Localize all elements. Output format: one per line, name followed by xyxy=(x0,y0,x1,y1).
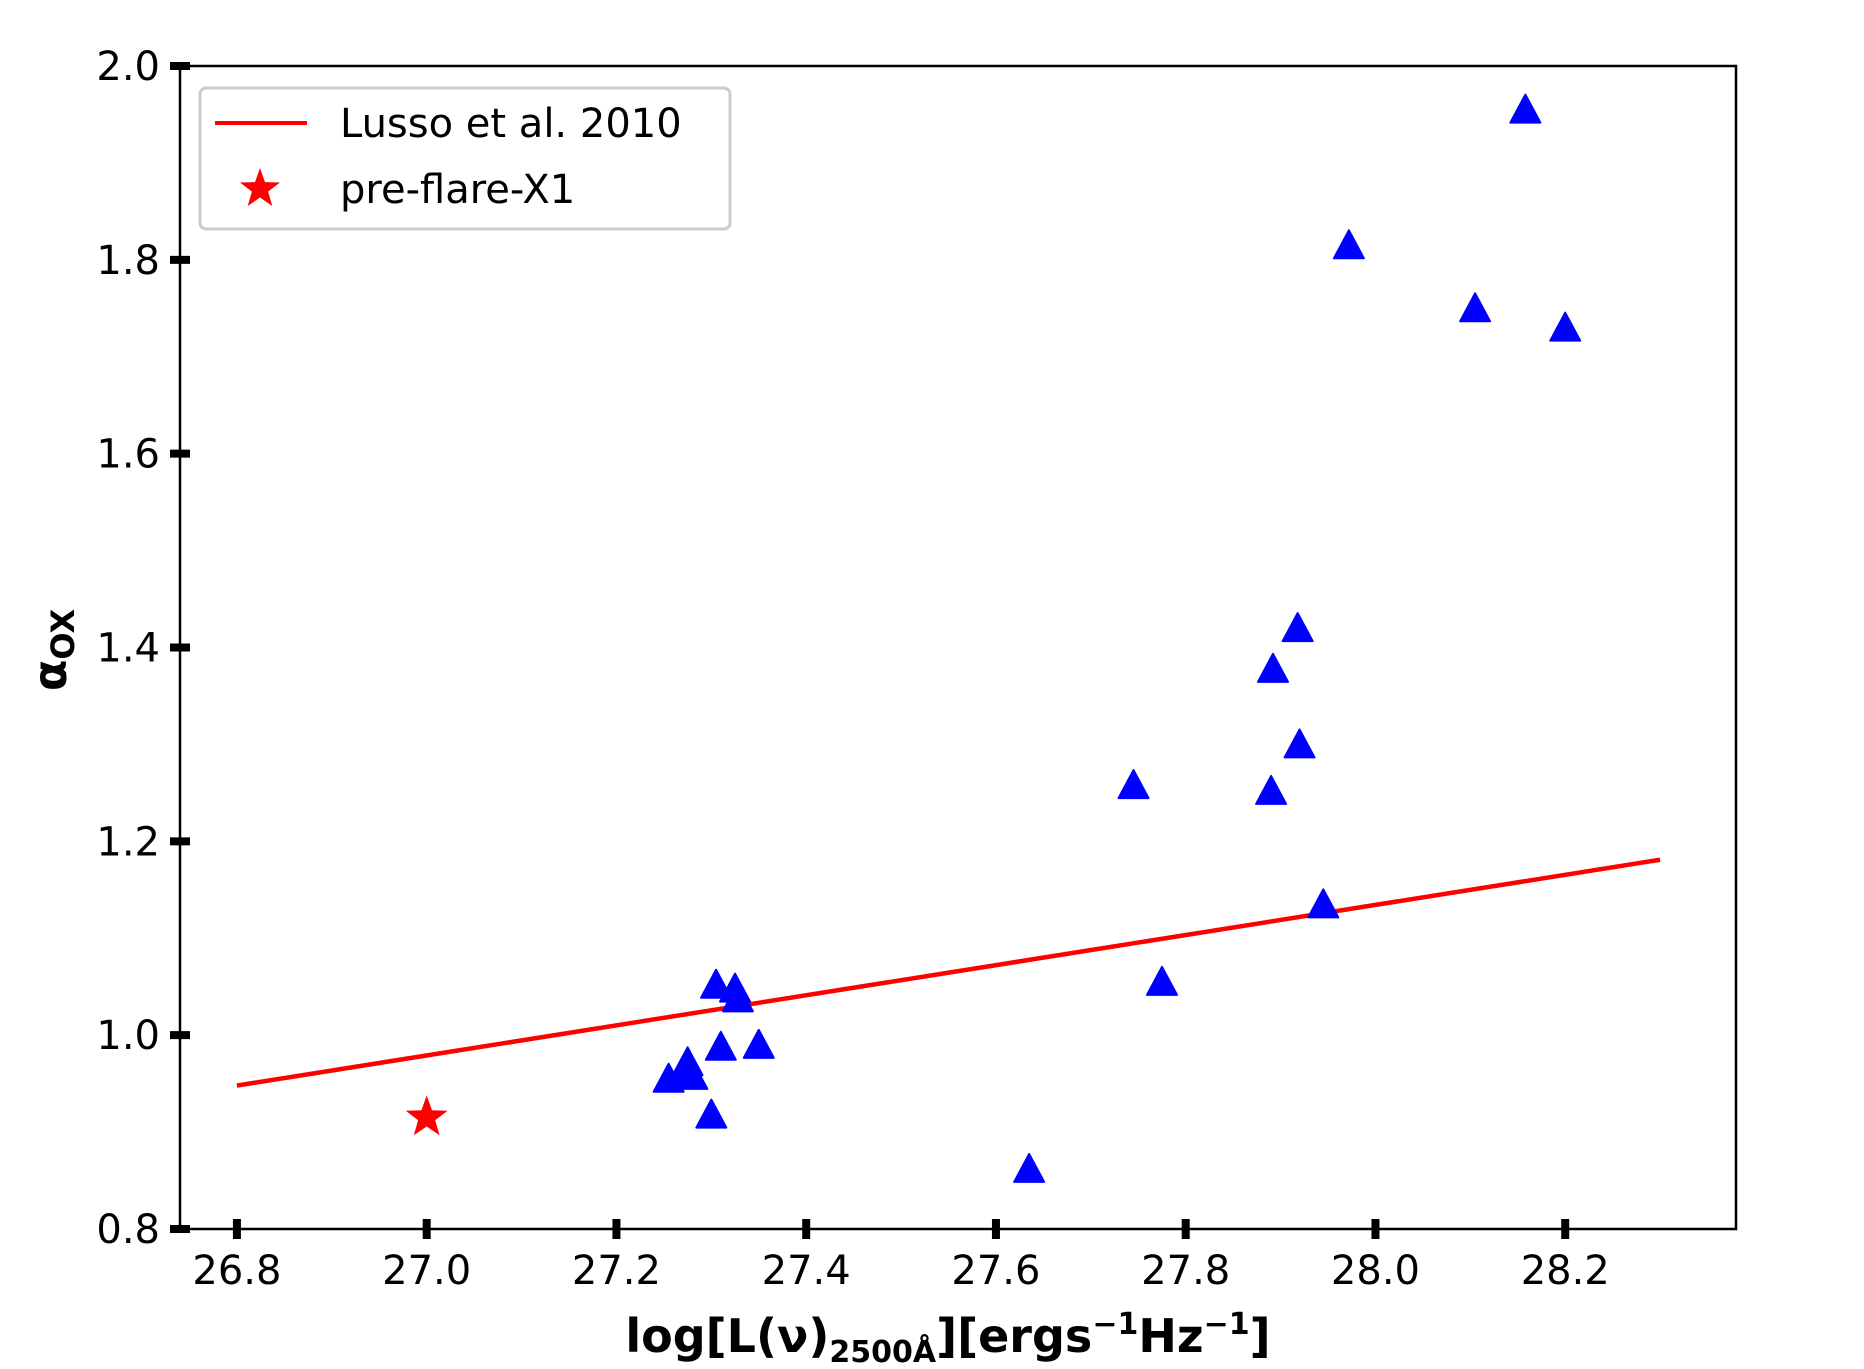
triangle-point-19 xyxy=(1459,292,1492,323)
x-axis-title: log[L(ν)2500Å][ergs−1Hz−1] xyxy=(625,1307,1270,1364)
x-tick-label-3: 27.4 xyxy=(762,1248,851,1294)
triangle-point-17 xyxy=(1307,888,1340,919)
triangle-point-8 xyxy=(721,982,754,1013)
legend-star-marker xyxy=(240,168,280,206)
triangle-point-14 xyxy=(1256,652,1289,683)
legend-label-preflare: pre-flare-X1 xyxy=(340,167,575,213)
x-tick-label-2: 27.2 xyxy=(572,1248,661,1294)
plot-area-frame xyxy=(178,64,1738,1231)
x-tick-label-1: 27.0 xyxy=(382,1248,471,1294)
triangle-point-15 xyxy=(1281,612,1314,643)
triangle-point-18 xyxy=(1332,229,1365,260)
triangle-point-9 xyxy=(742,1028,775,1059)
y-axis-title: αOX xyxy=(23,609,82,692)
legend-box xyxy=(198,86,732,231)
y-tick-label-0: 0.8 xyxy=(96,1207,160,1253)
triangle-point-21 xyxy=(1549,311,1582,342)
y-tick-label-2: 1.2 xyxy=(96,819,160,865)
y-tick-label-5: 1.8 xyxy=(96,238,160,284)
y-tick-label-4: 1.6 xyxy=(96,432,160,478)
y-tick-label-6: 2.0 xyxy=(96,44,160,90)
triangle-point-11 xyxy=(1117,769,1150,800)
x-tick-label-7: 28.2 xyxy=(1521,1248,1610,1294)
x-tick-label-6: 28.0 xyxy=(1331,1248,1420,1294)
triangle-point-12 xyxy=(1145,965,1178,996)
triangle-point-4 xyxy=(695,1098,728,1129)
triangle-point-5 xyxy=(700,968,733,999)
triangle-point-10 xyxy=(1013,1152,1046,1183)
x-tick-label-0: 26.8 xyxy=(192,1248,281,1294)
legend: Lusso et al. 2010 pre-flare-X1 xyxy=(198,86,732,231)
triangle-point-13 xyxy=(1255,774,1288,805)
fit-line-lusso xyxy=(236,857,1661,1088)
x-tick-label-5: 27.8 xyxy=(1141,1248,1230,1294)
triangle-point-3 xyxy=(676,1059,709,1090)
x-tick-label-4: 27.6 xyxy=(951,1248,1040,1294)
legend-label-lusso: Lusso et al. 2010 xyxy=(340,101,682,147)
triangle-point-16 xyxy=(1283,728,1316,759)
triangle-point-20 xyxy=(1509,93,1542,124)
y-tick-label-1: 1.0 xyxy=(96,1013,160,1059)
triangle-point-6 xyxy=(704,1030,737,1061)
y-tick-label-3: 1.4 xyxy=(96,626,160,672)
star-point-0 xyxy=(405,1095,448,1136)
